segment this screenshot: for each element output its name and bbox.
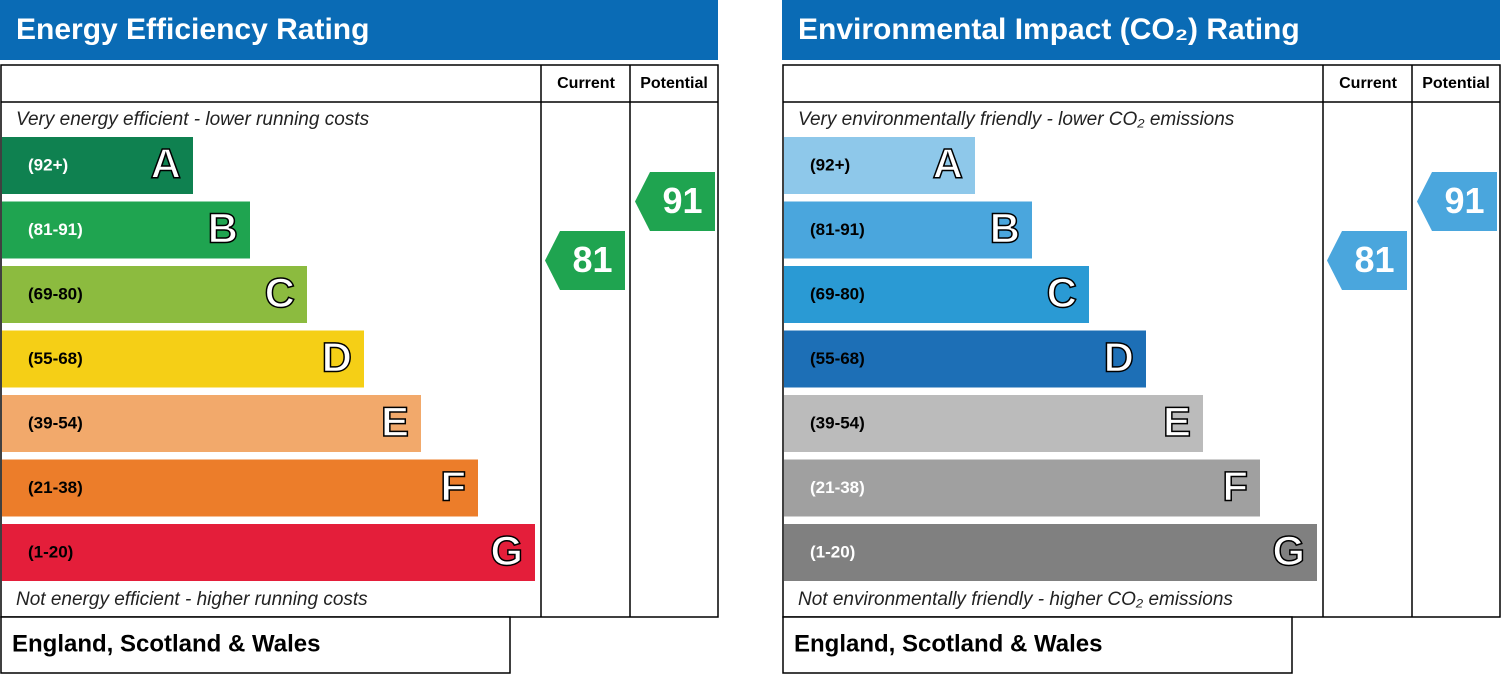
column-header: Current <box>557 75 615 92</box>
region-box <box>782 616 1293 674</box>
rating-band <box>784 137 975 194</box>
band-range: (21-38) <box>28 478 83 497</box>
title-bar <box>0 0 718 60</box>
band-letter: C <box>265 269 295 316</box>
rating-band <box>2 459 478 517</box>
band-letter: G <box>1272 527 1305 574</box>
band-range: (39-54) <box>28 413 83 432</box>
band-letter: A <box>151 140 181 187</box>
region-label: England, Scotland & Wales <box>12 630 320 657</box>
rating-band <box>2 266 307 323</box>
band-range: (69-80) <box>810 284 865 303</box>
top-note: Very energy efficient - lower running co… <box>16 109 370 130</box>
rating-value: 81 <box>572 239 612 280</box>
region-box <box>0 616 511 674</box>
rating-band <box>784 395 1203 452</box>
band-range: (81-91) <box>28 220 83 239</box>
band-letter: B <box>990 205 1020 252</box>
rating-value: 91 <box>1444 180 1484 221</box>
title-bar <box>782 0 1500 60</box>
band-letter: F <box>440 463 466 510</box>
band-letter: E <box>381 398 409 445</box>
rating-band <box>784 459 1260 517</box>
band-letter: F <box>1222 463 1248 510</box>
rating-value: 91 <box>662 180 702 221</box>
column-header: Current <box>1339 75 1397 92</box>
rating-panel: Environmental Impact (CO₂) Rating Current… <box>782 0 1501 674</box>
rating-band <box>2 201 250 259</box>
band-letter: D <box>322 334 352 381</box>
band-letter: B <box>208 205 238 252</box>
band-range: (55-68) <box>810 349 865 368</box>
column-header: Potential <box>640 75 708 92</box>
rating-band <box>784 330 1146 388</box>
panel-title: Energy Efficiency Rating <box>16 13 369 46</box>
rating-band <box>784 524 1317 581</box>
band-range: (1-20) <box>810 542 855 561</box>
column-header: Potential <box>1422 75 1490 92</box>
rating-panel: Energy Efficiency Rating Current Potential… <box>0 0 719 674</box>
rating-arrow <box>545 231 625 290</box>
bottom-note: Not energy efficient - higher running co… <box>16 589 368 610</box>
band-letter: D <box>1104 334 1134 381</box>
bottom-note: Not environmentally friendly - higher CO… <box>798 589 1233 610</box>
rating-band <box>2 524 535 581</box>
band-range: (55-68) <box>28 349 83 368</box>
band-range: (21-38) <box>810 478 865 497</box>
band-range: (1-20) <box>28 542 73 561</box>
band-range: (81-91) <box>810 220 865 239</box>
band-range: (92+) <box>810 155 850 174</box>
band-letter: A <box>933 140 963 187</box>
band-range: (39-54) <box>810 413 865 432</box>
region-label: England, Scotland & Wales <box>794 630 1102 657</box>
rating-arrow <box>1327 231 1407 290</box>
rating-band <box>2 395 421 452</box>
band-letter: E <box>1163 398 1191 445</box>
band-letter: G <box>490 527 523 574</box>
rating-band <box>784 266 1089 323</box>
panel-title: Environmental Impact (CO₂) Rating <box>798 13 1300 46</box>
band-range: (92+) <box>28 155 68 174</box>
rating-band <box>784 201 1032 259</box>
rating-value: 81 <box>1354 239 1394 280</box>
rating-arrow <box>1417 172 1497 231</box>
rating-band <box>2 330 364 388</box>
band-letter: C <box>1047 269 1077 316</box>
rating-arrow <box>635 172 715 231</box>
rating-band <box>2 137 193 194</box>
band-range: (69-80) <box>28 284 83 303</box>
top-note: Very environmentally friendly - lower CO… <box>798 109 1235 130</box>
